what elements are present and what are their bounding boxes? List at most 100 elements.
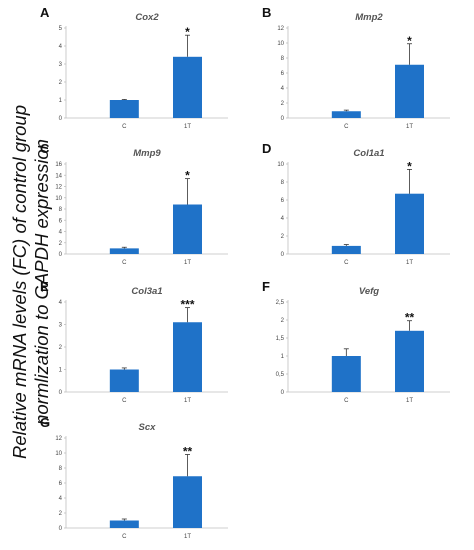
y-tick-label: 2 — [281, 234, 285, 240]
y-tick-label: 8 — [59, 466, 63, 472]
y-tick-label: 4 — [59, 300, 63, 306]
chart-title: Mmp9 — [133, 148, 161, 159]
y-axis-label: Relative mRNA levels (FC) of control gro… — [6, 20, 58, 545]
panel-letter: B — [262, 5, 271, 20]
panel-letter: F — [262, 279, 270, 294]
y-tick-label: 2 — [59, 241, 63, 247]
y-tick-label: 0 — [281, 390, 285, 396]
bar-1t — [395, 193, 424, 254]
bar-c — [331, 245, 361, 254]
y-tick-label: 1 — [59, 368, 63, 374]
bar-1t — [173, 476, 202, 528]
y-tick-label: 0 — [59, 116, 63, 122]
panel-f-vefg: F Vefg 0 0,5 1 1,5 2 2,5 C 1T ** — [258, 276, 458, 408]
y-tick-label: 2 — [59, 511, 63, 517]
y-tick-label: 2,5 — [276, 300, 285, 306]
y-tick-label: 4 — [59, 44, 63, 50]
y-tick-label: 6 — [281, 71, 285, 77]
y-tick-label: 8 — [59, 207, 63, 213]
panel-c-mmp9: C Mmp9 0 2 4 6 8 10 12 14 16 C 1T * — [36, 138, 236, 270]
y-tick-label: 2 — [281, 318, 285, 324]
y-tick-label: 0 — [59, 252, 63, 258]
y-tick-label: 12 — [277, 26, 284, 32]
x-tick-label: 1T — [184, 534, 191, 540]
significance-marker: * — [407, 34, 412, 48]
chart-svg: F Vefg 0 0,5 1 1,5 2 2,5 C 1T ** — [262, 279, 450, 404]
chart-title: Cox2 — [135, 12, 159, 23]
x-tick-label: C — [122, 534, 127, 540]
x-tick-label: C — [344, 260, 349, 266]
x-tick-label: 1T — [184, 260, 191, 266]
y-tick-label: 0 — [59, 390, 63, 396]
chart-svg: A Cox2 0 1 2 3 4 5 C 1T * — [40, 5, 228, 130]
x-tick-label: 1T — [406, 398, 413, 404]
panel-a-cox2: A Cox2 0 1 2 3 4 5 C 1T * — [36, 2, 236, 134]
x-tick-label: 1T — [406, 260, 413, 266]
y-tick-label: 6 — [281, 198, 285, 204]
panel-g-scx: G Scx 0 2 4 6 8 10 12 C 1T ** — [36, 412, 236, 544]
y-tick-label: 3 — [59, 62, 63, 68]
chart-title: Mmp2 — [355, 12, 383, 23]
y-tick-label: 14 — [55, 173, 62, 179]
y-tick-label: 8 — [281, 56, 285, 62]
y-tick-label: 2 — [281, 101, 285, 107]
y-tick-label: 1 — [281, 354, 285, 360]
x-tick-label: 1T — [406, 124, 413, 130]
y-tick-label: 4 — [281, 216, 285, 222]
x-tick-label: 1T — [184, 398, 191, 404]
panel-letter: D — [262, 141, 271, 156]
significance-marker: ** — [183, 445, 193, 459]
chart-svg: D Col1a1 0 2 4 6 8 10 C 1T * — [262, 141, 450, 266]
chart-svg: E Col3a1 0 1 2 3 4 C 1T *** — [40, 279, 228, 404]
bar-1t — [173, 322, 202, 392]
x-tick-label: C — [122, 398, 127, 404]
x-tick-label: 1T — [184, 124, 191, 130]
x-tick-label: C — [122, 260, 127, 266]
x-tick-label: C — [344, 398, 349, 404]
panel-letter: C — [40, 141, 50, 156]
bar-1t — [395, 330, 424, 392]
bar-c — [109, 520, 139, 528]
y-tick-label: 1 — [59, 98, 63, 104]
y-tick-label: 0 — [281, 116, 285, 122]
bar-1t — [173, 56, 202, 118]
y-axis-label-line1: Relative mRNA levels (FC) of control gro… — [9, 105, 30, 459]
significance-marker: * — [185, 169, 190, 183]
y-tick-label: 3 — [59, 323, 63, 329]
y-tick-label: 12 — [55, 185, 62, 191]
bar-c — [109, 369, 139, 392]
bar-1t — [173, 204, 202, 254]
panel-d-col1a1: D Col1a1 0 2 4 6 8 10 C 1T * — [258, 138, 458, 270]
y-tick-label: 8 — [281, 180, 285, 186]
chart-title: Scx — [139, 422, 157, 433]
y-tick-label: 0 — [281, 252, 285, 258]
y-tick-label: 4 — [59, 496, 63, 502]
y-tick-label: 10 — [55, 451, 62, 457]
panel-letter: G — [40, 415, 50, 430]
y-tick-label: 2 — [59, 345, 63, 351]
y-tick-label: 10 — [277, 41, 284, 47]
bar-c — [109, 248, 139, 254]
significance-marker: ** — [405, 311, 415, 325]
panel-letter: E — [40, 279, 49, 294]
chart-svg: B Mmp2 0 2 4 6 8 10 12 C 1T * — [262, 5, 450, 130]
y-tick-label: 16 — [55, 162, 62, 168]
chart-title: Vefg — [359, 286, 379, 297]
y-tick-label: 0,5 — [276, 372, 285, 378]
y-tick-label: 0 — [59, 526, 63, 532]
y-tick-label: 4 — [281, 86, 285, 92]
significance-marker: * — [185, 25, 190, 39]
y-tick-label: 5 — [59, 26, 63, 32]
y-tick-label: 12 — [55, 436, 62, 442]
panel-e-col3a1: E Col3a1 0 1 2 3 4 C 1T *** — [36, 276, 236, 408]
bar-1t — [395, 64, 424, 118]
y-tick-label: 1,5 — [276, 336, 285, 342]
y-tick-label: 6 — [59, 218, 63, 224]
bar-c — [331, 111, 361, 118]
chart-svg: G Scx 0 2 4 6 8 10 12 C 1T ** — [40, 415, 228, 540]
y-tick-label: 2 — [59, 80, 63, 86]
panel-b-mmp2: B Mmp2 0 2 4 6 8 10 12 C 1T * — [258, 2, 458, 134]
significance-marker: *** — [180, 298, 194, 312]
y-tick-label: 4 — [59, 230, 63, 236]
significance-marker: * — [407, 159, 412, 173]
